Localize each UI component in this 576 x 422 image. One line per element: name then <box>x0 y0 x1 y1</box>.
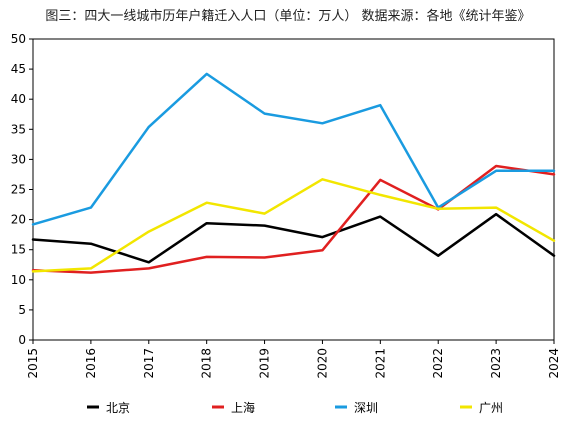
x-axis-ticks: 2015 2016 2017 2018 2019 2020 2021 2022 2023 2024 <box>26 340 561 379</box>
y-tick-label: 10 <box>11 273 26 287</box>
y-tick-label: 30 <box>11 152 26 166</box>
x-tick-label: 2019 <box>258 348 272 379</box>
y-tick-label: 0 <box>18 333 26 347</box>
axes <box>32 38 555 341</box>
y-tick-label: 35 <box>11 122 26 136</box>
x-tick-label: 2023 <box>489 348 503 379</box>
y-tick-label: 20 <box>11 213 26 227</box>
series-line-北京 <box>31 212 556 264</box>
legend: 北京 上海 深圳 广州 <box>87 400 503 415</box>
legend-label: 深圳 <box>354 401 378 415</box>
x-tick-label: 2022 <box>431 348 445 379</box>
series-line-上海 <box>31 164 556 274</box>
y-tick-label: 25 <box>11 183 26 197</box>
x-tick-label: 2017 <box>142 348 156 379</box>
x-tick-label: 2024 <box>547 348 561 379</box>
y-axis-ticks: 0 5 10 15 20 25 30 35 40 45 50 <box>11 32 33 347</box>
x-tick-label: 2018 <box>200 348 214 379</box>
chart-title: 图三：四大一线城市历年户籍迁入人口（单位：万人） 数据来源：各地《统计年鉴》 <box>45 9 531 24</box>
y-tick-label: 15 <box>11 243 26 257</box>
plot-frame <box>32 38 555 341</box>
y-tick-label: 5 <box>18 303 26 317</box>
x-tick-label: 2020 <box>315 348 329 379</box>
legend-label: 上海 <box>231 400 255 415</box>
x-tick-label: 2015 <box>26 348 40 379</box>
series-lines <box>31 72 556 274</box>
y-tick-label: 45 <box>11 62 26 76</box>
x-tick-label: 2016 <box>84 348 98 379</box>
y-tick-label: 50 <box>11 32 26 46</box>
legend-label: 北京 <box>106 401 130 415</box>
x-tick-label: 2021 <box>373 348 387 379</box>
y-tick-label: 40 <box>11 92 26 106</box>
legend-label: 广州 <box>479 401 503 415</box>
series-line-广州 <box>31 178 556 273</box>
series-line-深圳 <box>31 72 556 226</box>
